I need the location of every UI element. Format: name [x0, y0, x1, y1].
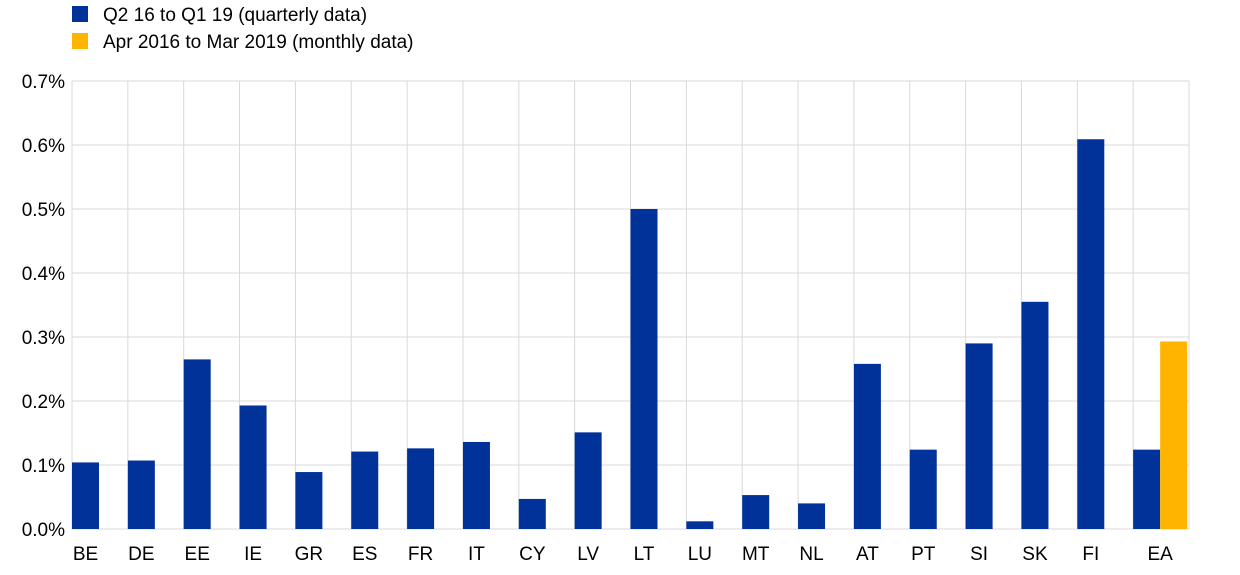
bar-de-series-0 — [127, 460, 155, 529]
bar-sk-series-0 — [1021, 301, 1049, 529]
bar-lu-series-0 — [686, 521, 714, 529]
x-tick-label-ie: IE — [244, 544, 262, 565]
x-tick-label-cy: CY — [519, 544, 546, 565]
bar-mt-series-0 — [742, 495, 770, 529]
x-tick-label-ea: EA — [1147, 544, 1173, 565]
x-axis-tick-labels: BE DE EE IE GR ES FR IT CY LV LT LU MT NL AT PT SI SK FI EA — [73, 544, 1173, 565]
bars — [72, 139, 1188, 530]
x-tick-label-be: BE — [73, 544, 98, 565]
x-tick-label-pt: PT — [911, 544, 936, 565]
x-tick-label-es: ES — [352, 544, 377, 565]
legend-swatch-1 — [72, 33, 88, 49]
bar-at-series-0 — [853, 363, 881, 529]
x-tick-label-sk: SK — [1022, 544, 1048, 565]
y-tick-label-1: 0.1% — [22, 456, 65, 477]
y-axis-tick-labels: 0.0% 0.1% 0.2% 0.3% 0.4% 0.5% 0.6% 0.7% — [22, 72, 65, 541]
x-tick-label-lt: LT — [634, 544, 655, 565]
bar-ea-series-1 — [1160, 341, 1188, 529]
y-tick-label-2: 0.2% — [22, 392, 65, 413]
bar-nl-series-0 — [798, 503, 826, 529]
x-tick-label-at: AT — [856, 544, 879, 565]
bar-be-series-0 — [72, 462, 99, 529]
y-tick-label-0: 0.0% — [22, 520, 65, 541]
y-tick-label-4: 0.4% — [22, 264, 65, 285]
x-tick-label-de: DE — [128, 544, 154, 565]
legend-label-0: Q2 16 to Q1 19 (quarterly data) — [103, 5, 367, 26]
legend-swatch-0 — [72, 6, 88, 22]
x-tick-label-si: SI — [970, 544, 988, 565]
x-tick-label-mt: MT — [742, 544, 770, 565]
bar-gr-series-0 — [295, 472, 323, 529]
legend: Q2 16 to Q1 19 (quarterly data) Apr 2016 … — [72, 5, 414, 53]
legend-label-1: Apr 2016 to Mar 2019 (monthly data) — [103, 32, 414, 53]
y-tick-label-3: 0.3% — [22, 328, 65, 349]
bar-ee-series-0 — [183, 359, 211, 529]
x-tick-label-ee: EE — [185, 544, 210, 565]
bar-pt-series-0 — [909, 449, 937, 529]
y-tick-label-5: 0.5% — [22, 200, 65, 221]
bar-si-series-0 — [965, 343, 993, 529]
bar-ie-series-0 — [239, 405, 267, 529]
bar-it-series-0 — [462, 441, 490, 529]
bar-fr-series-0 — [407, 448, 435, 529]
bar-es-series-0 — [351, 451, 379, 529]
x-tick-label-lu: LU — [688, 544, 712, 565]
bar-lv-series-0 — [574, 432, 602, 529]
x-tick-label-fr: FR — [408, 544, 433, 565]
bar-fi-series-0 — [1077, 139, 1105, 530]
bar-cy-series-0 — [518, 498, 546, 529]
y-tick-label-7: 0.7% — [22, 72, 65, 93]
y-tick-label-6: 0.6% — [22, 136, 65, 157]
x-tick-label-lv: LV — [577, 544, 599, 565]
x-tick-label-gr: GR — [295, 544, 324, 565]
bar-lt-series-0 — [630, 209, 658, 529]
x-tick-label-nl: NL — [799, 544, 823, 565]
x-tick-label-fi: FI — [1082, 544, 1099, 565]
bar-ea-series-0 — [1133, 449, 1161, 529]
x-tick-label-it: IT — [468, 544, 485, 565]
